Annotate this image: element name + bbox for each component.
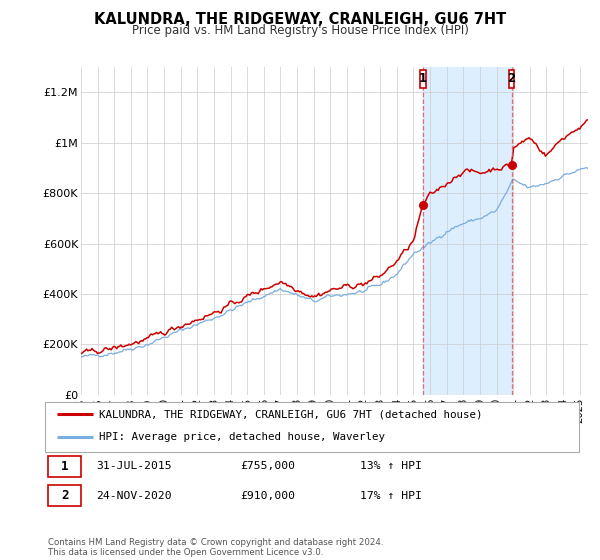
Text: HPI: Average price, detached house, Waverley: HPI: Average price, detached house, Wave… — [99, 432, 385, 442]
Text: Price paid vs. HM Land Registry's House Price Index (HPI): Price paid vs. HM Land Registry's House … — [131, 24, 469, 37]
Text: KALUNDRA, THE RIDGEWAY, CRANLEIGH, GU6 7HT: KALUNDRA, THE RIDGEWAY, CRANLEIGH, GU6 7… — [94, 12, 506, 27]
Text: 1: 1 — [61, 460, 68, 473]
Text: 24-NOV-2020: 24-NOV-2020 — [96, 491, 172, 501]
Text: 1: 1 — [419, 72, 427, 85]
Bar — [509, 69, 514, 88]
Text: 31-JUL-2015: 31-JUL-2015 — [96, 461, 172, 472]
Bar — [420, 69, 426, 88]
Text: 13% ↑ HPI: 13% ↑ HPI — [360, 461, 422, 472]
Text: Contains HM Land Registry data © Crown copyright and database right 2024.
This d: Contains HM Land Registry data © Crown c… — [48, 538, 383, 557]
Text: 17% ↑ HPI: 17% ↑ HPI — [360, 491, 422, 501]
Text: 2: 2 — [61, 489, 68, 502]
Text: £755,000: £755,000 — [240, 461, 295, 472]
Bar — [423, 67, 512, 395]
Text: £910,000: £910,000 — [240, 491, 295, 501]
Text: KALUNDRA, THE RIDGEWAY, CRANLEIGH, GU6 7HT (detached house): KALUNDRA, THE RIDGEWAY, CRANLEIGH, GU6 7… — [99, 409, 482, 419]
Text: 2: 2 — [508, 72, 515, 85]
